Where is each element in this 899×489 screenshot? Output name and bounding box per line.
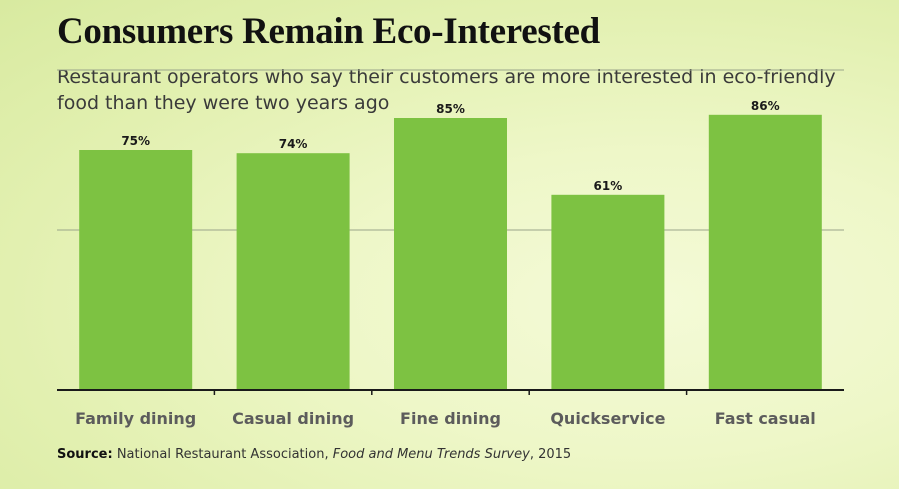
data-label: 75%: [121, 134, 150, 148]
category-label: Family dining: [75, 409, 196, 428]
category-label: Quickservice: [550, 409, 665, 428]
data-label: 74%: [279, 137, 308, 151]
bar: [551, 194, 665, 390]
bar: [708, 114, 822, 391]
bar: [79, 150, 193, 390]
chart-subtitle: Restaurant operators who say their custo…: [57, 66, 836, 114]
source-year: , 2015: [529, 447, 572, 462]
chart-title: Consumers Remain Eco-Interested: [57, 11, 600, 52]
source-note: Source: National Restaurant Association,…: [57, 447, 571, 462]
data-label: 85%: [436, 102, 465, 116]
source-publication: Food and Menu Trends Survey: [332, 447, 530, 462]
source-org: National Restaurant Association,: [116, 447, 329, 462]
category-label: Casual dining: [232, 409, 354, 428]
data-label: 61%: [594, 179, 623, 193]
category-label: Fast casual: [715, 409, 816, 428]
data-label: 86%: [751, 99, 780, 113]
source-label: Source:: [57, 447, 113, 462]
category-label: Fine dining: [400, 409, 501, 428]
bar: [236, 153, 350, 390]
bar: [394, 118, 507, 390]
